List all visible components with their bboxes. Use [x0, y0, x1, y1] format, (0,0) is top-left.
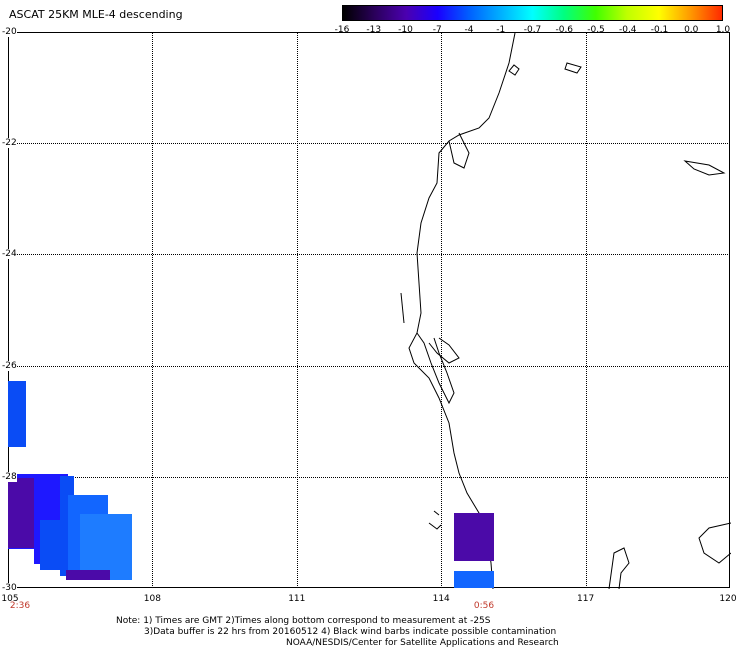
swath-cell: [80, 514, 132, 580]
colorbar: [342, 5, 723, 21]
island-east: [683, 160, 726, 176]
chart-title: ASCAT 25KM MLE-4 descending: [9, 8, 183, 21]
colorbar-tick-label: 0.0: [684, 25, 699, 35]
note-line-1: Note: 1) Times are GMT 2)Times along bot…: [116, 616, 491, 626]
coastline: [400, 33, 731, 589]
colorbar-tick-label: -7: [432, 25, 442, 35]
island-2: [564, 62, 582, 74]
colorbar-tick-label: -0.7: [523, 25, 542, 35]
gridline-lon: [585, 32, 587, 588]
lat-label: -24: [2, 249, 17, 260]
lat-label: -26: [2, 360, 17, 371]
island-south-2: [428, 522, 442, 530]
map-frame: [8, 32, 731, 589]
coastline-exmouth: [448, 132, 470, 169]
note-line-3: NOAA/NESDIS/Center for Satellite Applica…: [286, 638, 559, 648]
colorbar-tick-label: -10: [398, 25, 413, 35]
coastline-island: [400, 292, 405, 324]
gridline-lon: [441, 32, 443, 588]
colorbar-tick-label: -0.4: [618, 25, 637, 35]
lon-label: 117: [577, 594, 595, 604]
swath-cell: [454, 513, 494, 561]
island-1: [508, 64, 520, 76]
swath-cell: [8, 478, 36, 548]
time-label-right: 0:56: [473, 601, 495, 611]
colorbar-tick-label: 1.0: [715, 25, 731, 35]
colorbar-tick-label: -4: [464, 25, 474, 35]
lat-label: -30: [2, 583, 17, 593]
island-south-1: [433, 510, 440, 516]
colorbar-tick-label: -1: [496, 25, 506, 35]
lat-label: -20: [2, 27, 17, 37]
coastline-sharkbay: [416, 332, 455, 405]
lon-label: 120: [719, 594, 737, 604]
note-line-2: 3)Data buffer is 22 hrs from 20160512 4)…: [144, 627, 557, 637]
colorbar-tick-label: -0.1: [650, 25, 669, 35]
colorbar-tick-label: -13: [366, 25, 382, 35]
swath-cell: [8, 381, 26, 447]
coastline-east: [698, 522, 731, 564]
swath-cell: [454, 571, 494, 588]
gridline-lon: [152, 32, 154, 588]
gridline-lat: [8, 143, 730, 145]
colorbar-tick-label: -0.6: [555, 25, 574, 35]
swath-cell: [40, 520, 68, 570]
swath-cell: [66, 570, 110, 580]
lat-label: -28: [2, 471, 17, 482]
notes: Note: 1) Times are GMT 2)Times along bot…: [116, 616, 559, 649]
coastline-main: [408, 33, 516, 589]
time-label-left: 2:36: [9, 601, 31, 611]
lon-label: 114: [432, 594, 450, 604]
gridline-lon: [296, 32, 298, 588]
gridline-lat: [8, 365, 730, 367]
lat-label: -22: [2, 138, 17, 149]
gridline-lat: [8, 254, 730, 256]
colorbar-tick-label: -16: [334, 25, 350, 35]
coastline-south: [608, 547, 630, 589]
lon-label: 108: [143, 594, 161, 604]
lon-label: 111: [288, 594, 306, 604]
coastline-sharkbay-2: [428, 337, 460, 364]
colorbar-tick-label: -0.5: [587, 25, 605, 35]
gridline-lat: [8, 476, 730, 478]
lon-label: 105: [1, 594, 19, 604]
